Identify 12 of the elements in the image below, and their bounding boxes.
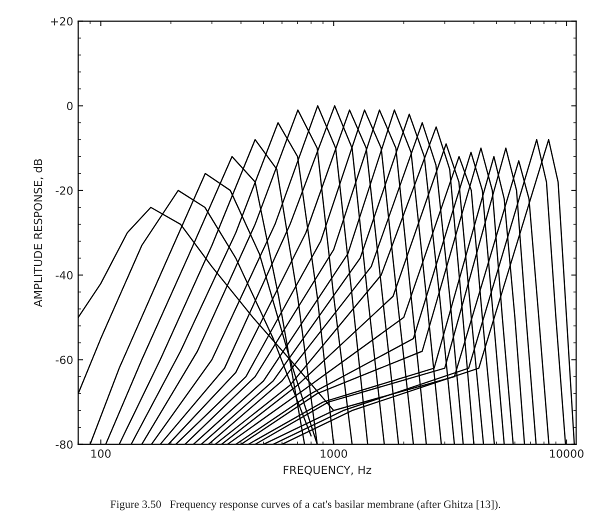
y-tick-label: -80 [56, 440, 73, 449]
x-axis-title: FREQUENCY, Hz [284, 466, 372, 476]
y-tick-label: +20 [51, 17, 73, 26]
x-tick-label: 100 [91, 449, 111, 458]
y-tick-label: -20 [56, 186, 73, 195]
x-tick-label: 1000 [320, 449, 348, 458]
caption: Figure 3.50 Frequency response curves of a cat's basilar membrane (after Ghitza [13]). [110, 500, 500, 510]
y-tick-label: 0 [67, 102, 73, 110]
y-tick-label: -40 [56, 271, 73, 280]
x-tick-label: 10000 [550, 449, 584, 458]
y-axis-title: AMPLITUDE RESPONSE, dB [34, 159, 44, 308]
y-tick-label: -60 [56, 356, 73, 364]
